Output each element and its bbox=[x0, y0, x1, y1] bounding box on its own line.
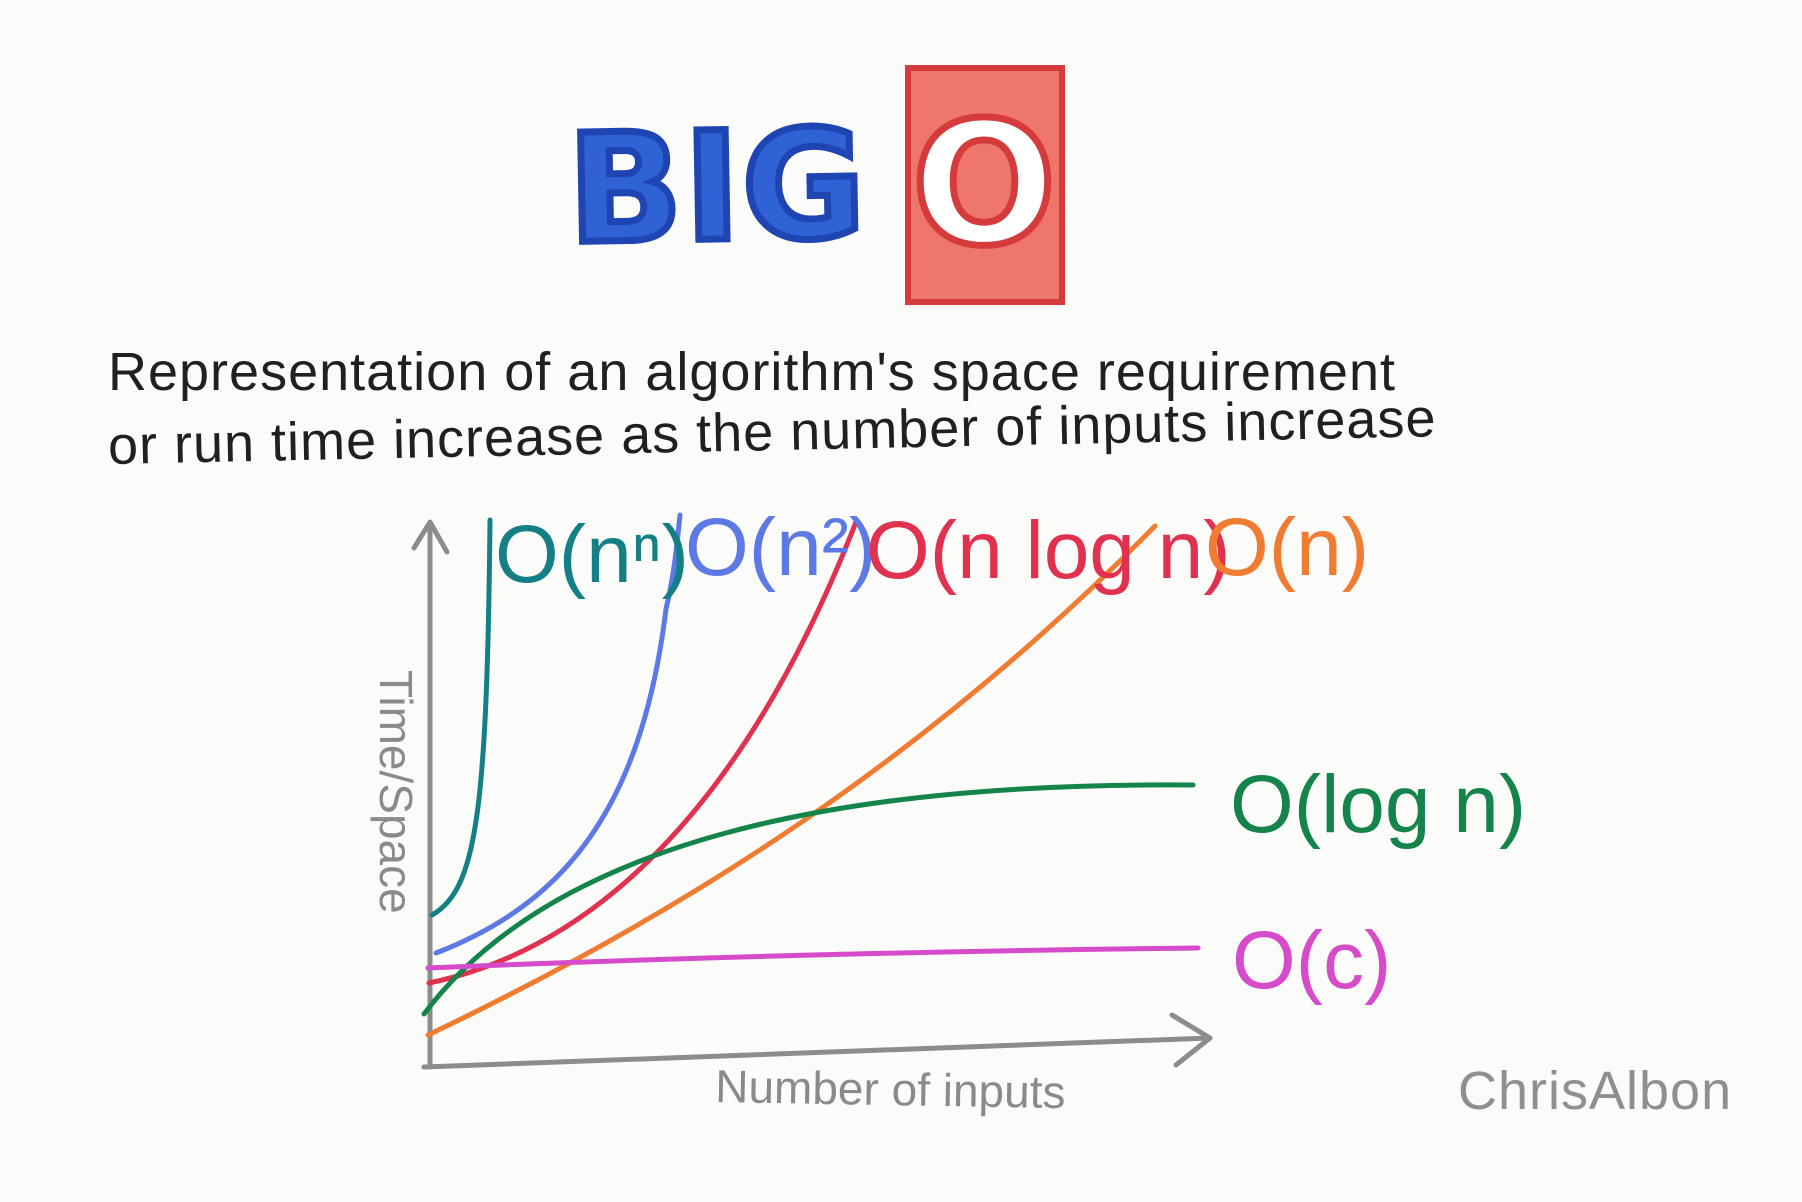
label-o-c: O(c) bbox=[1232, 915, 1391, 1006]
chart-axes: Time/Space Number of inputs bbox=[370, 519, 1213, 1118]
label-o-log-n: O(log n) bbox=[1230, 759, 1526, 850]
curve-o-c bbox=[425, 945, 1201, 971]
complexity-labels: O(nⁿ)O(n²)O(n log n)O(n) O(log n) O(c) bbox=[495, 502, 1526, 1006]
curve-o-log-n bbox=[421, 782, 1196, 1017]
x-axis-label: Number of inputs bbox=[715, 1060, 1066, 1118]
title-o-box: O bbox=[905, 65, 1065, 305]
curve-o-n-n bbox=[429, 517, 493, 918]
description-line-1: Representation of an algorithm's space r… bbox=[108, 342, 1396, 402]
label-o-n: O(n) bbox=[1205, 502, 1369, 593]
y-axis-arrow-icon bbox=[411, 519, 450, 555]
artist-credit: ChrisAlbon bbox=[1458, 1061, 1733, 1121]
x-axis-arrow-icon bbox=[1169, 1012, 1213, 1068]
x-axis-line bbox=[421, 1035, 1213, 1070]
big-o-title: BIG O bbox=[560, 60, 1080, 320]
label-o-n-log-n: O(n log n) bbox=[866, 505, 1231, 596]
label-o-n-n: O(nⁿ) bbox=[495, 509, 689, 600]
curve-o-n-squared bbox=[433, 512, 683, 956]
complexity-curves bbox=[421, 512, 1201, 1038]
curve-o-n bbox=[425, 523, 1158, 1038]
y-axis-label: Time/Space bbox=[370, 670, 422, 914]
label-o-n-squared: O(n²) bbox=[685, 502, 876, 593]
description-text: Representation of an algorithm's space r… bbox=[107, 335, 1768, 483]
